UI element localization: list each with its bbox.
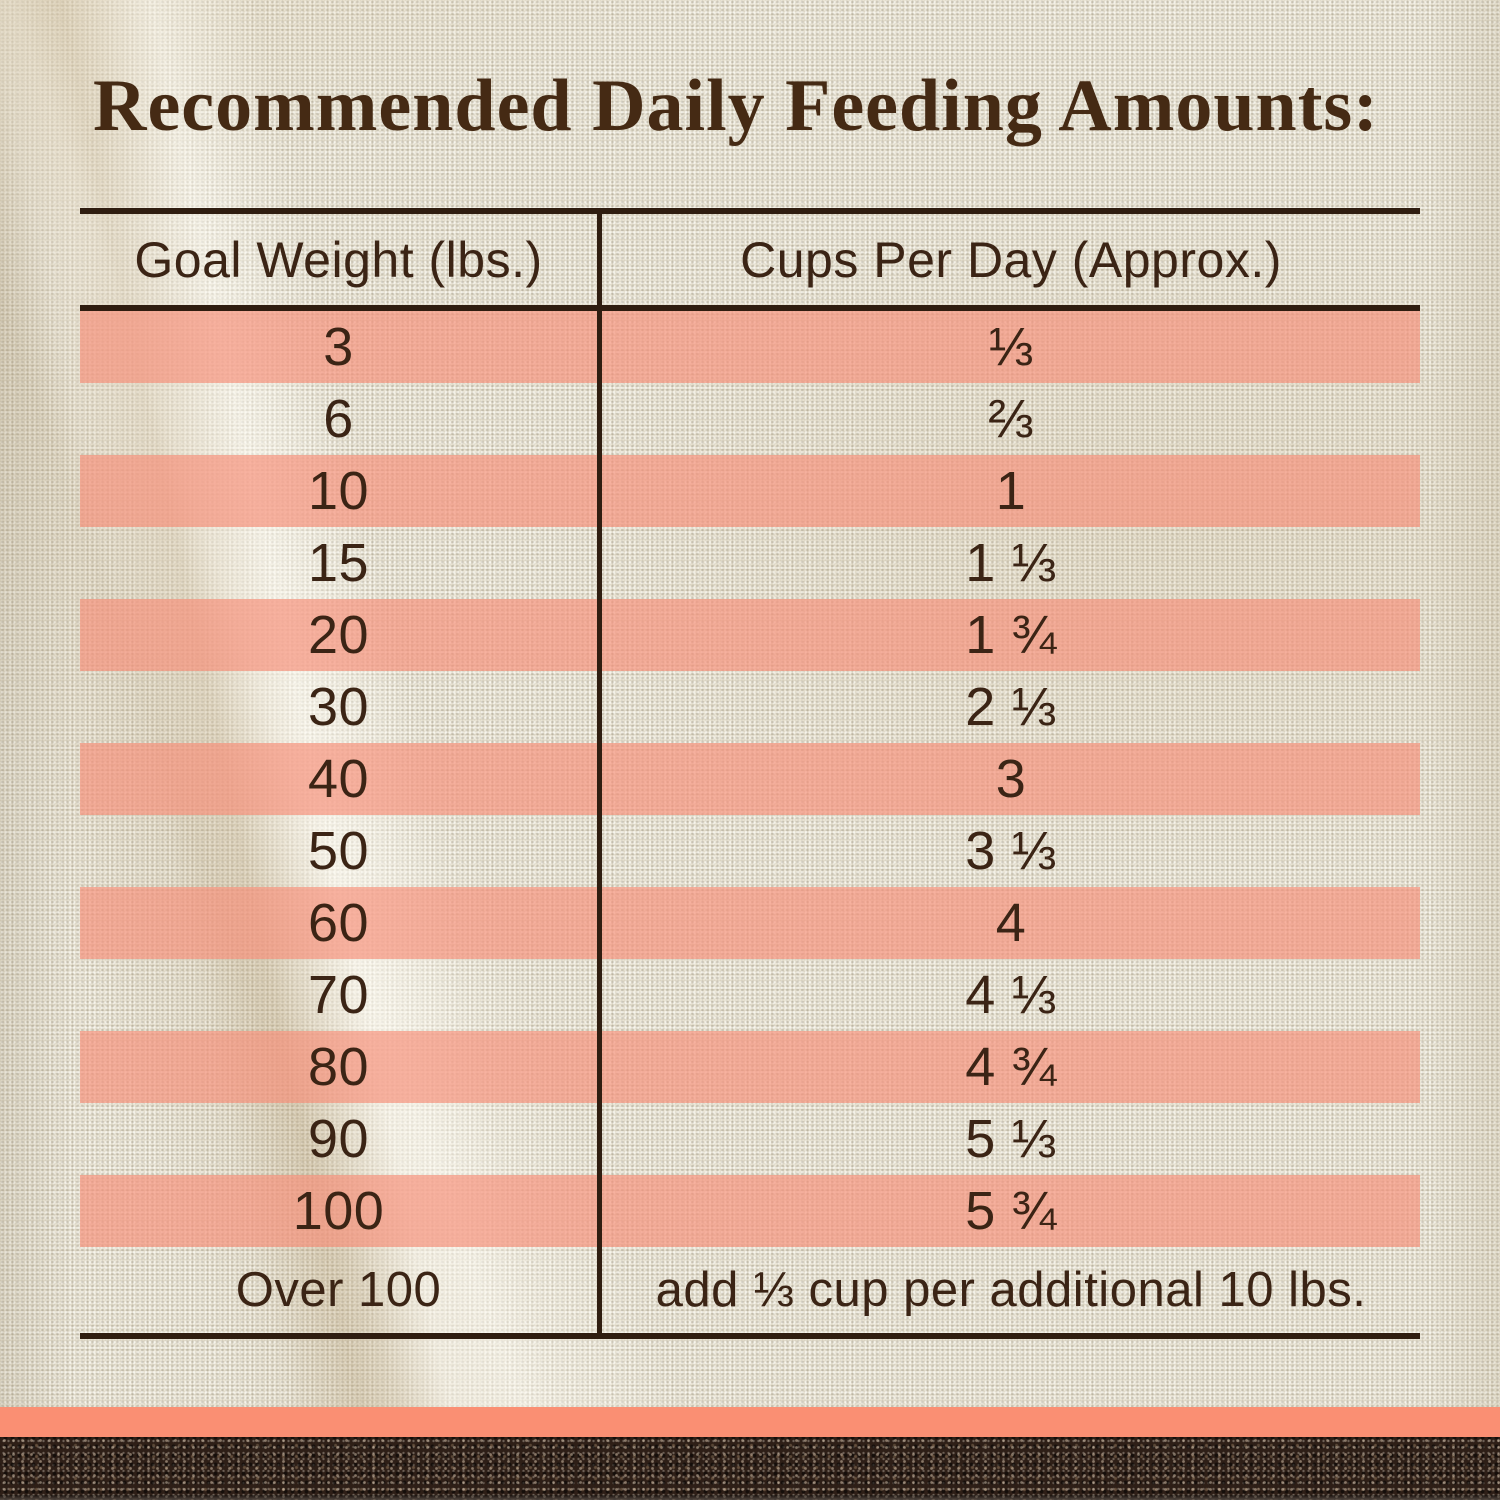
table-row: 80 4 ¾ — [80, 1031, 1420, 1103]
goal-weight-cell: 40 — [307, 749, 370, 809]
table-row: 100 5 ¾ — [80, 1175, 1420, 1247]
table-row: 50 3 ⅓ — [80, 815, 1420, 887]
cups-cell: add ⅓ cup per additional 10 lbs. — [655, 1263, 1367, 1317]
goal-weight-cell: 20 — [307, 605, 370, 665]
cups-cell: 3 — [995, 749, 1027, 809]
cups-cell: 2 ⅓ — [965, 677, 1057, 737]
cups-cell: 5 ⅓ — [965, 1109, 1057, 1169]
cups-cell: 3 ⅓ — [965, 821, 1057, 881]
soil-texture-band — [0, 1437, 1500, 1500]
goal-weight-cell: Over 100 — [235, 1263, 442, 1317]
column-divider-rule — [597, 214, 602, 1333]
salmon-accent-band — [0, 1407, 1500, 1437]
cups-cell: ⅓ — [988, 317, 1034, 377]
table-row: 20 1 ¾ — [80, 599, 1420, 671]
table-row: 6 ⅔ — [80, 383, 1420, 455]
table-row: 15 1 ⅓ — [80, 527, 1420, 599]
goal-weight-cell: 3 — [323, 317, 354, 377]
goal-weight-cell: 15 — [307, 533, 370, 593]
goal-weight-cell: 90 — [307, 1109, 370, 1169]
cups-cell: 1 — [995, 461, 1027, 521]
page-title: Recommended Daily Feeding Amounts: — [93, 65, 1379, 147]
cups-per-day-header: Cups Per Day (Approx.) — [740, 231, 1282, 288]
table-row: 40 3 — [80, 743, 1420, 815]
table-row: 3 ⅓ — [80, 311, 1420, 383]
table-header-row: Goal Weight (lbs.) Cups Per Day (Approx.… — [80, 214, 1420, 311]
goal-weight-cell: 100 — [292, 1181, 385, 1241]
goal-weight-cell: 30 — [307, 677, 370, 737]
cups-cell: 4 ⅓ — [965, 965, 1057, 1025]
cups-cell: 4 — [995, 893, 1027, 953]
goal-weight-cell: 80 — [307, 1037, 370, 1097]
table-row: 10 1 — [80, 455, 1420, 527]
goal-weight-cell: 70 — [307, 965, 370, 1025]
linen-fabric-background — [0, 0, 1500, 1407]
cups-cell: 1 ¾ — [965, 605, 1057, 665]
table-row: 70 4 ⅓ — [80, 959, 1420, 1031]
cups-cell: 1 ⅓ — [965, 533, 1057, 593]
cups-cell: ⅔ — [988, 389, 1034, 449]
table-row: 60 4 — [80, 887, 1420, 959]
goal-weight-cell: 60 — [307, 893, 370, 953]
table-row: 30 2 ⅓ — [80, 671, 1420, 743]
feeding-table-rows: 3 ⅓ 6 ⅔ 10 1 15 1 ⅓ 20 1 ¾ 30 2 ⅓ 40 3 5… — [80, 311, 1420, 1333]
table-row: Over 100 add ⅓ cup per additional 10 lbs… — [80, 1247, 1420, 1333]
goal-weight-cell: 50 — [307, 821, 370, 881]
goal-weight-header: Goal Weight (lbs.) — [134, 231, 543, 288]
goal-weight-cell: 10 — [307, 461, 370, 521]
table-row: 90 5 ⅓ — [80, 1103, 1420, 1175]
fabric-fold-shading — [0, 0, 1500, 1407]
goal-weight-cell: 6 — [323, 389, 354, 449]
cups-cell: 5 ¾ — [965, 1181, 1057, 1241]
cups-cell: 4 ¾ — [965, 1037, 1057, 1097]
feeding-table: Goal Weight (lbs.) Cups Per Day (Approx.… — [80, 208, 1420, 1339]
